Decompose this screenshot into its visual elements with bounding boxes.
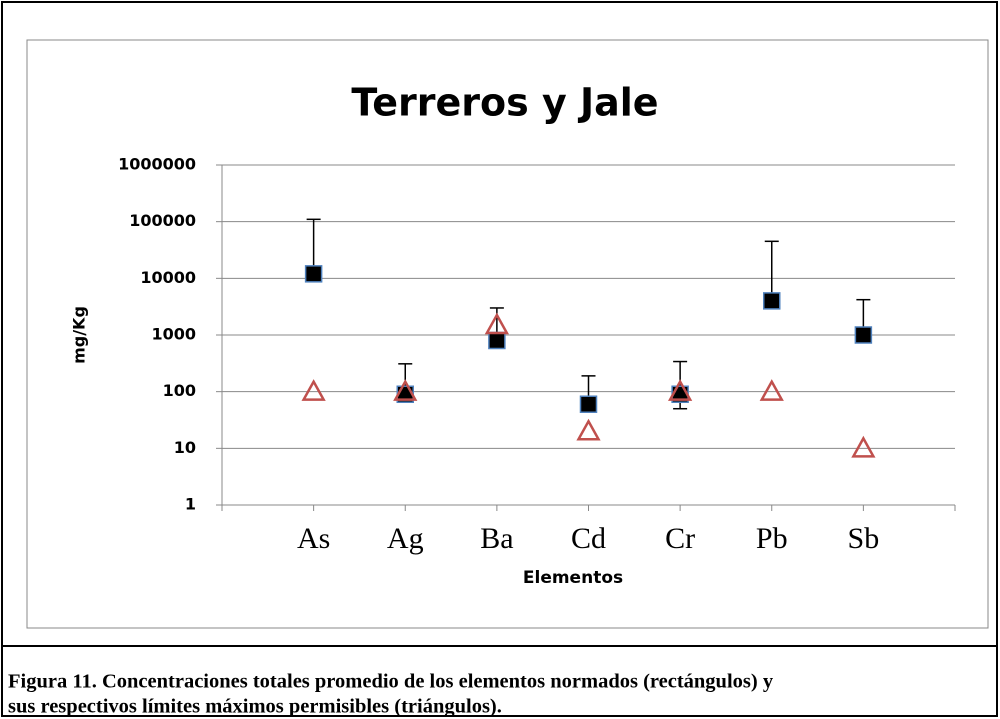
triangle-marker [668,379,693,401]
x-tick-label: Ag [387,522,424,555]
x-tick-label: Ba [480,522,513,555]
x-tick-label: Cd [571,522,606,555]
chart-title: Terreros y Jale [351,81,658,125]
triangle-marker [851,435,876,458]
y-tick-label: 10 [174,438,196,457]
triangle-marker [576,418,601,441]
y-axis-label: mg/Kg [70,306,89,364]
x-tick-label: As [297,522,330,555]
caption-line: Figura 11. Concentraciones totales prome… [8,671,774,693]
x-tick-label: Sb [848,522,880,555]
y-tick-label: 100000 [129,211,196,230]
x-tick-label: Cr [665,522,695,555]
square-marker [763,292,781,310]
triangle-marker [484,312,509,335]
triangle-marker [301,379,326,401]
x-tick-label: Pb [756,522,788,555]
y-tick-label: 1 [185,495,196,514]
square-marker [579,395,598,413]
x-axis-label: Elementos [523,568,623,588]
triangle-marker [393,379,418,401]
y-tick-label: 1000000 [118,155,196,174]
caption-line: sus respectivos límites máximos permisib… [8,696,502,718]
y-tick-label: 10000 [140,268,196,287]
square-marker [304,265,323,283]
y-tick-label: 100 [163,381,196,400]
triangle-marker [759,379,784,401]
square-marker [488,331,506,350]
square-marker [854,326,873,344]
y-tick-label: 1000 [151,325,196,344]
